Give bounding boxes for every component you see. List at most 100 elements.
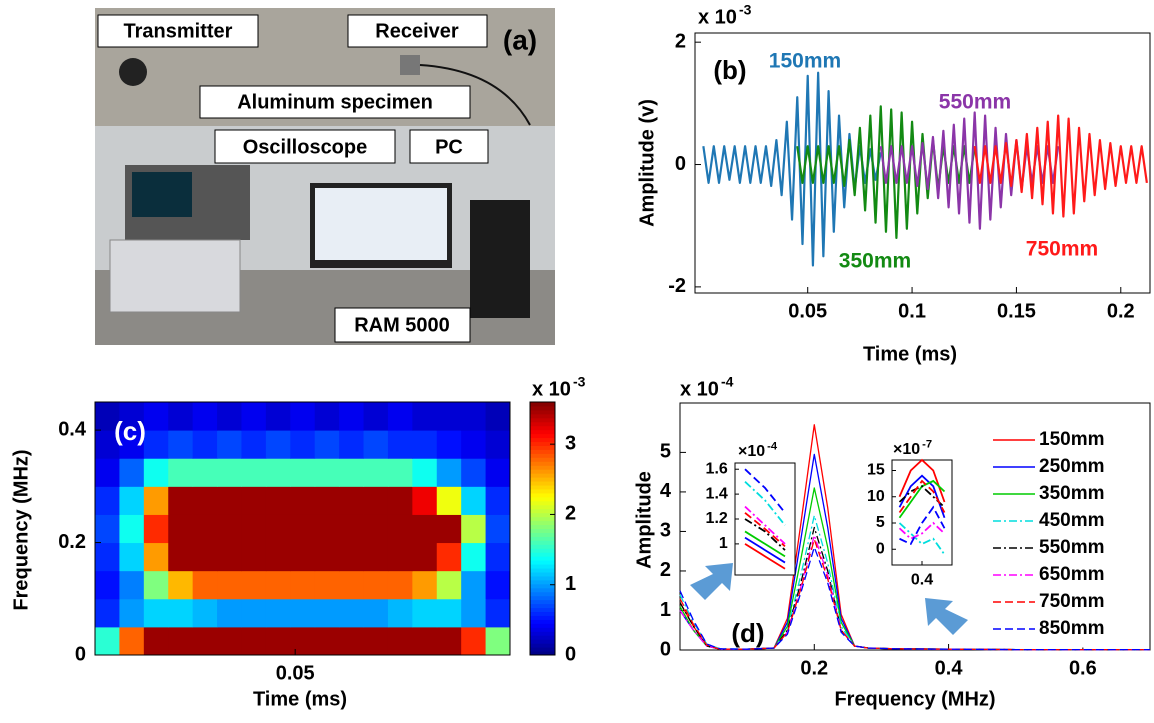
x-tick-label: 0.4 xyxy=(935,657,964,679)
legend-label: 250mm xyxy=(1039,456,1105,477)
colorbar-slice xyxy=(530,485,555,490)
colorbar-slice xyxy=(530,508,555,514)
colorbar-slice xyxy=(530,500,555,506)
heatmap-cell xyxy=(119,430,145,459)
heatmap-cell xyxy=(412,458,438,487)
colorbar-slice xyxy=(530,524,555,529)
photo: Transmitter Receiver (a) Aluminum specim… xyxy=(95,8,555,345)
colorbar-slice xyxy=(530,429,555,435)
colorbar-slice xyxy=(530,583,555,589)
oscilloscope-screen xyxy=(132,172,192,217)
x-axis-label: Frequency (MHz) xyxy=(834,688,995,710)
y-tick-label: 0 xyxy=(660,638,671,660)
inset-line xyxy=(744,512,786,548)
heatmap-cell xyxy=(387,402,413,431)
axis-multiplier-exponent: -3 xyxy=(739,2,752,18)
heatmap-cell xyxy=(412,626,438,656)
series-annotation: 750mm xyxy=(1026,238,1098,261)
y-tick-label: 10 xyxy=(867,488,885,505)
y-axis-label: Amplitude (v) xyxy=(636,99,658,227)
heatmap-cell xyxy=(339,486,365,515)
heatmap-cell xyxy=(119,542,145,572)
colorbar-slice xyxy=(530,449,555,454)
colorbar-slice xyxy=(530,544,555,549)
arrow xyxy=(925,598,968,635)
heatmap-cell xyxy=(265,570,291,600)
photo-label: Receiver xyxy=(375,20,459,42)
heatmap-cell xyxy=(314,626,340,656)
y-tick-label: 0.4 xyxy=(58,418,87,440)
heatmap-cell xyxy=(119,598,145,628)
heatmap-cell xyxy=(339,430,365,459)
colorbar-slice xyxy=(530,548,555,553)
colorbar-slice xyxy=(530,453,555,458)
legend-label: 150mm xyxy=(1039,429,1105,450)
colorbar-slice xyxy=(530,556,555,561)
heatmap-cell xyxy=(95,514,120,544)
heatmap-cell xyxy=(339,402,365,431)
heatmap-cell xyxy=(168,626,194,656)
heatmap-cell xyxy=(387,598,413,628)
inset-line xyxy=(898,479,946,514)
heatmap-cell xyxy=(436,458,462,487)
colorbar-slice xyxy=(530,631,555,636)
heatmap-cell xyxy=(168,514,194,544)
heatmap-cell xyxy=(387,430,413,459)
x-tick-label: 0.05 xyxy=(276,662,315,684)
inset-line xyxy=(744,543,786,570)
heatmap-cell xyxy=(119,626,145,656)
y-tick-label: 1 xyxy=(660,599,671,621)
heatmap-cell xyxy=(241,430,267,459)
heatmap-cell xyxy=(412,402,438,431)
panel-label: (c) xyxy=(114,416,146,446)
heatmap-cell xyxy=(241,458,267,487)
heatmap-cell xyxy=(95,626,120,656)
heatmap-cell xyxy=(241,402,267,431)
heatmap-cell xyxy=(265,402,291,431)
axis-multiplier: x 10 xyxy=(532,378,571,400)
photo-label: RAM 5000 xyxy=(354,314,450,336)
heatmap-cell xyxy=(436,542,462,572)
y-tick-label: 5 xyxy=(660,441,671,463)
heatmap-cell xyxy=(290,486,316,515)
heatmap-cell xyxy=(461,514,487,544)
y-axis-label: Amplitude xyxy=(633,471,655,569)
heatmap-cell xyxy=(168,402,194,431)
colorbar-slice xyxy=(530,639,555,644)
colorbar-slice xyxy=(530,504,555,510)
colorbar-slice xyxy=(530,647,555,652)
heatmap-cell xyxy=(461,458,487,487)
heatmap-cell xyxy=(436,514,462,544)
heatmap-cell xyxy=(119,514,145,544)
inset-line xyxy=(744,518,786,551)
heatmap-cell xyxy=(95,430,120,459)
heatmap-cell xyxy=(485,402,511,431)
heatmap-cell xyxy=(241,542,267,572)
colorbar-tick-label: 3 xyxy=(565,432,576,454)
colorbar-slice xyxy=(530,433,555,439)
heatmap-cell xyxy=(168,570,194,600)
colorbar-slice xyxy=(530,481,555,486)
monitor-screen xyxy=(315,188,447,260)
series-annotation: 150mm xyxy=(769,50,841,73)
heatmap-cell xyxy=(265,542,291,572)
colorbar-slice xyxy=(530,421,555,427)
colorbar-slice xyxy=(530,615,555,620)
heatmap-cell xyxy=(314,542,340,572)
heatmap-cell xyxy=(119,486,145,515)
heatmap-cell xyxy=(265,458,291,487)
y-tick-label: 1.4 xyxy=(706,485,728,502)
x-tick-label: 0.6 xyxy=(1069,657,1097,679)
colorbar-slice xyxy=(530,560,555,565)
x-tick-label: 0.1 xyxy=(898,300,926,322)
cable xyxy=(419,64,531,126)
colorbar-slice xyxy=(530,445,555,450)
heatmap-cell xyxy=(119,402,145,431)
y-tick-label: 1.2 xyxy=(706,510,728,527)
colorbar-slice xyxy=(530,619,555,624)
y-tick-label: 0 xyxy=(75,643,86,665)
x-tick-label: 0.2 xyxy=(1107,300,1135,322)
heatmap-cell xyxy=(314,598,340,628)
heatmap-cell xyxy=(241,570,267,600)
